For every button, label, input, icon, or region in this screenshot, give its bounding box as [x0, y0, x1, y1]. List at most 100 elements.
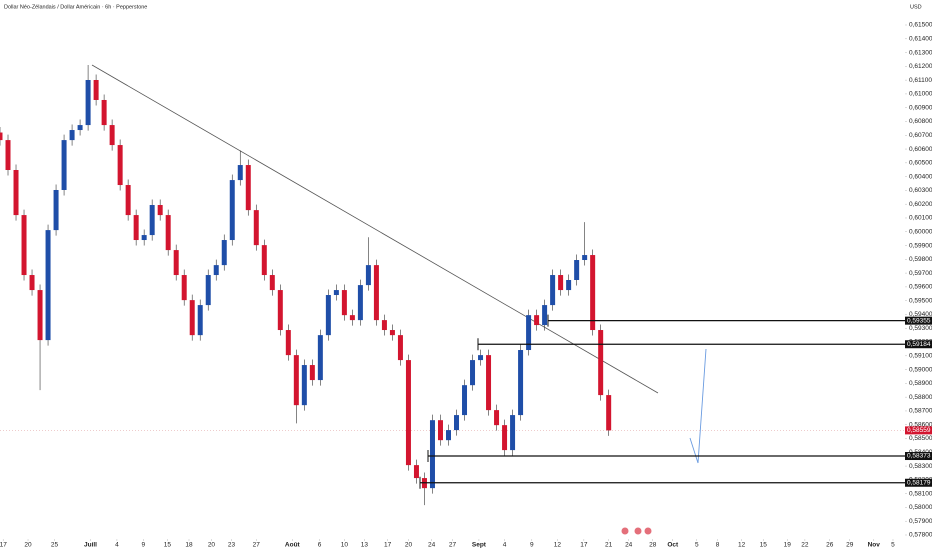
candle-body	[574, 260, 580, 280]
y-tick-label: 0,61100	[909, 77, 932, 84]
candle-body	[93, 79, 99, 100]
y-tick-label: 0,60700	[909, 132, 932, 139]
candle	[5, 134, 11, 176]
candle	[413, 459, 419, 484]
event-icons	[621, 527, 652, 535]
y-tick-label: 0,60500	[909, 160, 932, 167]
candle-body	[413, 465, 419, 479]
candle-body	[349, 315, 355, 321]
candle	[518, 344, 524, 421]
level-tag	[905, 340, 932, 349]
y-tick-label: 0,60900	[909, 104, 932, 111]
event-icon[interactable]	[621, 527, 629, 535]
candle	[590, 249, 596, 336]
candle-body	[566, 280, 572, 291]
level-label: 0,58373	[907, 453, 931, 460]
candle-body	[454, 415, 460, 431]
candle	[510, 409, 516, 456]
candle-body	[157, 205, 163, 216]
x-tick-label: 19	[784, 542, 792, 549]
candle	[405, 354, 411, 471]
candle	[550, 269, 556, 311]
candle-body	[526, 315, 532, 351]
candle	[389, 324, 395, 341]
candle-body	[437, 420, 443, 441]
y-tick-label: 0,59800	[909, 256, 932, 263]
y-tick-label: 0,58500	[909, 435, 932, 442]
x-tick-label: 20	[208, 542, 216, 549]
x-tick-label: 8	[716, 542, 720, 549]
candle	[253, 204, 259, 251]
candle-body	[397, 335, 403, 361]
candle-body	[598, 330, 604, 396]
x-tick-label: 10	[341, 542, 349, 549]
candle-body	[117, 145, 123, 186]
candle-body	[389, 330, 395, 336]
candle-body	[510, 415, 516, 451]
y-tick-label: 0,59600	[909, 284, 932, 291]
event-icon[interactable]	[644, 527, 652, 535]
candle-body	[101, 99, 107, 126]
candle-body	[269, 275, 275, 291]
candle-body	[141, 235, 147, 241]
candle-body	[277, 290, 283, 331]
candle-body	[245, 165, 251, 211]
y-tick-label: 0,60000	[909, 228, 932, 235]
x-tick-label: 26	[826, 542, 834, 549]
candle-body	[5, 140, 11, 171]
x-tick-label: 4	[115, 542, 119, 549]
y-tick-label: 0,60800	[909, 118, 932, 125]
level-label: 0,59355	[907, 317, 931, 324]
y-tick-label: 0,61000	[909, 91, 932, 98]
candle-body	[221, 240, 227, 266]
candle-body	[125, 185, 131, 216]
candle	[101, 94, 107, 131]
candle-body	[373, 265, 379, 321]
candle-body	[445, 430, 451, 441]
x-tick-label: 6	[318, 542, 322, 549]
candle	[277, 284, 283, 336]
candle-body	[333, 290, 339, 296]
x-tick-label: 20	[24, 542, 32, 549]
y-tick-label: 0,60400	[909, 173, 932, 180]
candle-body	[13, 170, 19, 216]
candle	[157, 199, 163, 221]
y-tick-label: 0,58900	[909, 380, 932, 387]
candle	[381, 314, 387, 336]
last-price-tag	[905, 426, 932, 435]
y-tick-label: 0,57900	[909, 518, 932, 525]
candle	[333, 284, 339, 301]
candle-body	[149, 205, 155, 236]
candle	[462, 379, 468, 421]
candle	[534, 309, 540, 331]
candle	[125, 179, 131, 221]
x-tick-label: 15	[760, 542, 768, 549]
x-tick-label: Sept	[472, 542, 487, 549]
candle	[0, 127, 3, 146]
level-tag	[905, 452, 932, 461]
y-tick-label: 0,58300	[909, 463, 932, 470]
x-tick-label: 28	[649, 542, 657, 549]
candle-body	[606, 395, 612, 431]
candle	[309, 359, 315, 386]
candle-body	[0, 132, 3, 141]
candle-body	[109, 125, 115, 146]
candle	[470, 354, 476, 391]
candle-body	[29, 275, 35, 291]
candle-body	[317, 335, 323, 381]
candle	[261, 239, 267, 281]
candle	[29, 269, 35, 296]
candle	[542, 299, 548, 331]
candle	[437, 414, 443, 446]
candle	[141, 229, 147, 246]
candle-body	[470, 360, 476, 386]
event-icon[interactable]	[634, 527, 642, 535]
y-tick-label: 0,60200	[909, 201, 932, 208]
candle	[77, 119, 83, 136]
candle-body	[53, 189, 59, 231]
candle	[189, 294, 195, 341]
candle	[566, 274, 572, 296]
y-tick-label: 0,59500	[909, 297, 932, 304]
candle-body	[213, 265, 219, 276]
